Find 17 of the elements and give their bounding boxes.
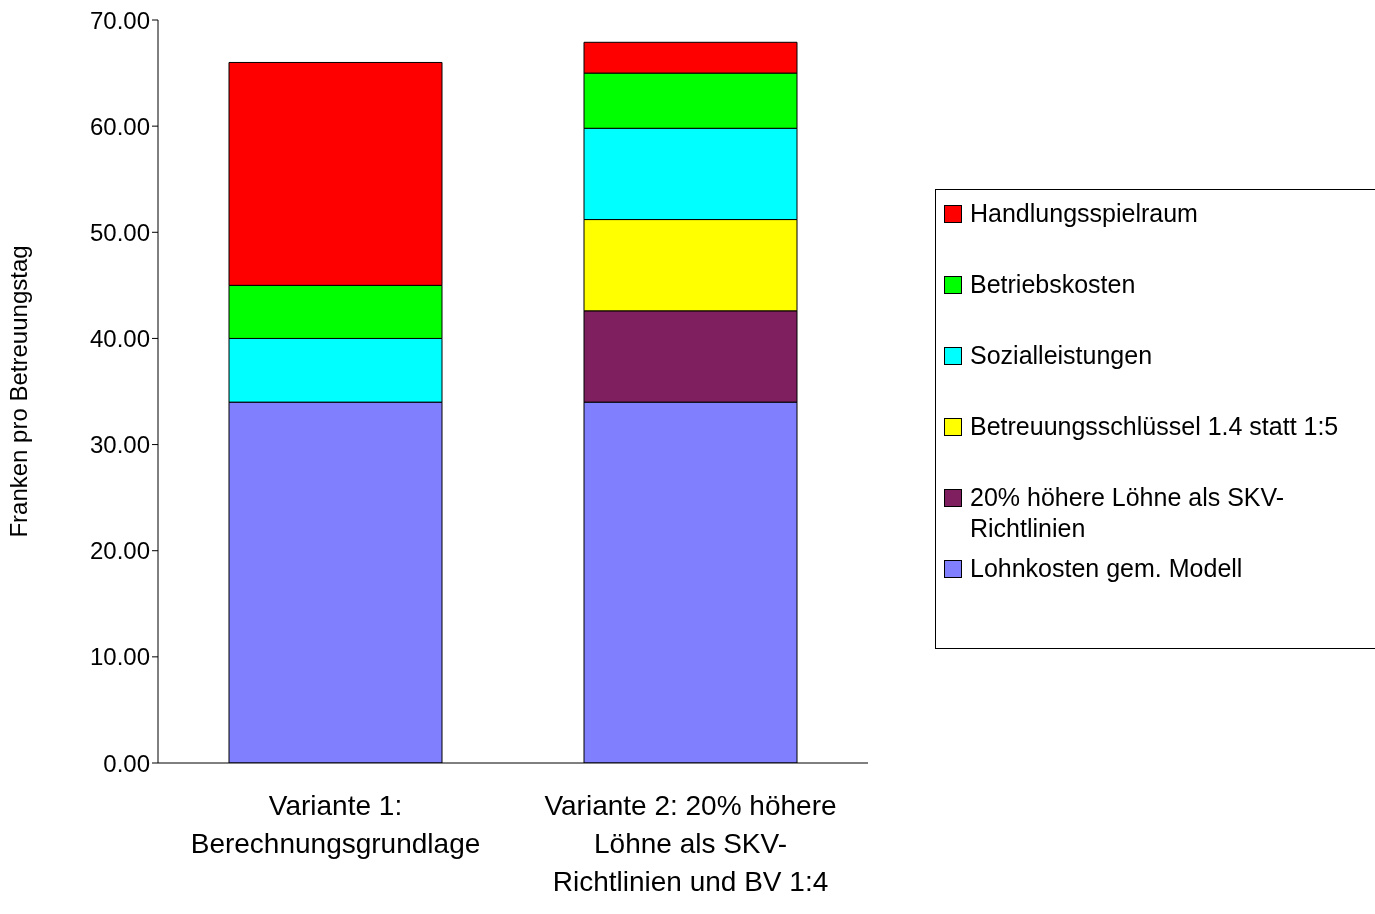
x-tick-label: Variante 1: Berechnungsgrundlage	[190, 790, 481, 859]
y-tick-label: 70.00	[89, 6, 150, 34]
legend-label: Lohnkosten gem. Modell	[970, 553, 1243, 584]
legend-label: 20% höhere Löhne als SKV-Richtlinien	[970, 482, 1286, 544]
y-tick-label: 30.00	[89, 431, 150, 459]
y-tick-label: 50.00	[89, 218, 150, 246]
y-axis-title: Franken pro Betreuungstag	[4, 245, 32, 538]
y-tick-label: 0.00	[103, 749, 150, 777]
legend-label: Betreuungsschlüssel 1.4 statt 1:5	[970, 411, 1339, 442]
legend-label: Betriebskosten	[970, 269, 1136, 300]
legend-label: Sozialleistungen	[970, 340, 1153, 371]
y-tick-label: 10.00	[89, 643, 150, 671]
legend-label: Handlungsspielraum	[970, 198, 1198, 229]
x-tick-label: Variante 2: 20% höhere Löhne als SKV-Richtlinien und BV 1:4	[544, 790, 837, 897]
y-tick-label: 20.00	[89, 537, 150, 565]
y-tick-label: 40.00	[89, 324, 150, 352]
y-tick-label: 60.00	[89, 112, 150, 140]
